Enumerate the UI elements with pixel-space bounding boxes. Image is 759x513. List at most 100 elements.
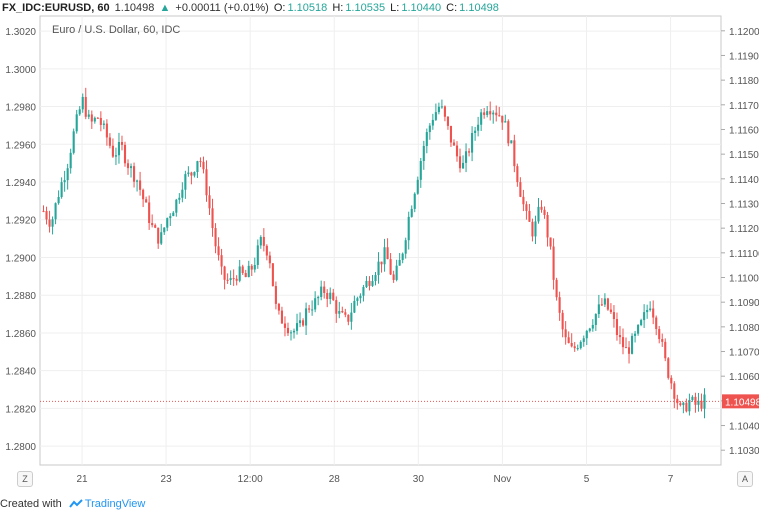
right-tick-label: 1.10400 xyxy=(729,422,759,433)
candle-body xyxy=(286,327,290,334)
candle-body xyxy=(332,292,335,301)
candle-body xyxy=(630,335,634,354)
candle-body xyxy=(81,96,84,110)
right-tick-label: 1.11800 xyxy=(729,76,759,87)
candle-body xyxy=(66,168,69,181)
candle-body xyxy=(416,179,419,194)
candle-body xyxy=(123,144,127,164)
candle-body xyxy=(114,155,118,157)
candle-body xyxy=(335,300,338,314)
candle-body xyxy=(75,114,78,132)
candle-body xyxy=(483,112,486,115)
candle-body xyxy=(311,309,314,311)
x-tick-label: 12:00 xyxy=(238,474,263,485)
left-tick-label: 1.2940 xyxy=(5,178,36,189)
candle-body xyxy=(277,303,280,311)
candle-body xyxy=(591,324,594,329)
change-value: +0.00011 (+0.01%) xyxy=(175,2,269,14)
candle-body xyxy=(244,272,247,278)
candle-body xyxy=(199,161,202,163)
candle-body xyxy=(398,260,401,266)
candle-body xyxy=(501,115,504,123)
right-tick-label: 1.10900 xyxy=(729,298,759,309)
candle-body xyxy=(615,319,619,336)
right-tick-label: 1.10800 xyxy=(729,323,759,334)
right-tick-label: 1.11500 xyxy=(729,150,759,161)
candle-body xyxy=(703,394,706,409)
candle-body xyxy=(594,314,597,325)
tradingview-link[interactable]: TradingView xyxy=(84,498,146,510)
left-tick-label: 1.2920 xyxy=(5,216,36,227)
candle-body xyxy=(600,304,603,306)
candle-body xyxy=(480,112,483,125)
candle-body xyxy=(464,151,468,163)
candle-body xyxy=(374,275,377,282)
candle-body xyxy=(694,396,697,405)
candle-body xyxy=(292,330,296,333)
candle-body xyxy=(452,142,456,146)
left-tick-label: 1.2980 xyxy=(5,103,36,114)
right-tick-label: 1.10300 xyxy=(729,446,759,457)
high-label: H: xyxy=(332,2,344,14)
candle-body xyxy=(302,320,305,326)
candle-body xyxy=(449,125,453,143)
candle-body xyxy=(163,227,166,233)
candle-body xyxy=(446,116,450,126)
candle-body xyxy=(238,266,241,281)
candle-body xyxy=(419,161,422,180)
candle-body xyxy=(126,163,130,169)
candle-body xyxy=(546,214,549,238)
candle-body xyxy=(688,399,691,412)
last-price-badge xyxy=(722,394,759,409)
candle-body xyxy=(145,199,148,203)
candle-body xyxy=(422,145,425,162)
candle-body xyxy=(117,142,121,156)
candle-body xyxy=(172,212,175,217)
candle-body xyxy=(193,172,196,176)
candle-body xyxy=(148,202,151,224)
candle-body xyxy=(166,218,169,228)
candle-body xyxy=(241,266,244,273)
candle-body xyxy=(129,166,133,169)
candle-body xyxy=(181,189,184,198)
candle-body xyxy=(431,119,434,126)
right-tick-label: 1.10700 xyxy=(729,348,759,359)
candle-body xyxy=(643,312,646,321)
candle-body xyxy=(670,377,673,384)
candle-body xyxy=(655,317,658,330)
low-label: L: xyxy=(390,2,400,14)
candle-body xyxy=(679,403,682,406)
candle-body xyxy=(220,255,223,267)
candle-body xyxy=(42,210,45,212)
candle-body xyxy=(392,274,395,280)
candle-body xyxy=(305,308,308,326)
left-tick-label: 1.2800 xyxy=(5,442,36,453)
candle-body xyxy=(428,125,431,133)
candle-body xyxy=(534,221,537,237)
auto-scale-button[interactable]: A xyxy=(737,471,753,487)
candle-body xyxy=(492,112,495,115)
candle-body xyxy=(48,219,51,227)
candle-body xyxy=(410,208,413,217)
candle-body xyxy=(259,236,262,246)
candle-body xyxy=(271,263,274,287)
high-value: 1.10535 xyxy=(345,2,386,14)
candle-body xyxy=(90,114,93,122)
candle-body xyxy=(350,312,353,322)
candle-body xyxy=(283,323,287,328)
candle-body xyxy=(256,245,259,265)
candle-body xyxy=(347,314,350,322)
zoom-button[interactable]: Z xyxy=(17,471,33,487)
right-tick-label: 1.11600 xyxy=(729,125,759,136)
candle-body xyxy=(386,247,389,260)
candle-body xyxy=(45,211,48,220)
open-label: O: xyxy=(273,2,286,14)
symbol-label[interactable]: FX_IDC:EURUSD, 60 xyxy=(2,2,110,14)
candle-body xyxy=(549,237,552,247)
left-tick-label: 1.2900 xyxy=(5,253,36,264)
candle-body xyxy=(365,280,368,288)
candle-body xyxy=(93,117,96,122)
candle-body xyxy=(440,106,443,108)
candle-body xyxy=(658,329,661,340)
candlestick-chart[interactable]: 1.3020 1.3000 1.2980 1.2960 1.2940 1.2920 1.29… xyxy=(0,0,759,496)
